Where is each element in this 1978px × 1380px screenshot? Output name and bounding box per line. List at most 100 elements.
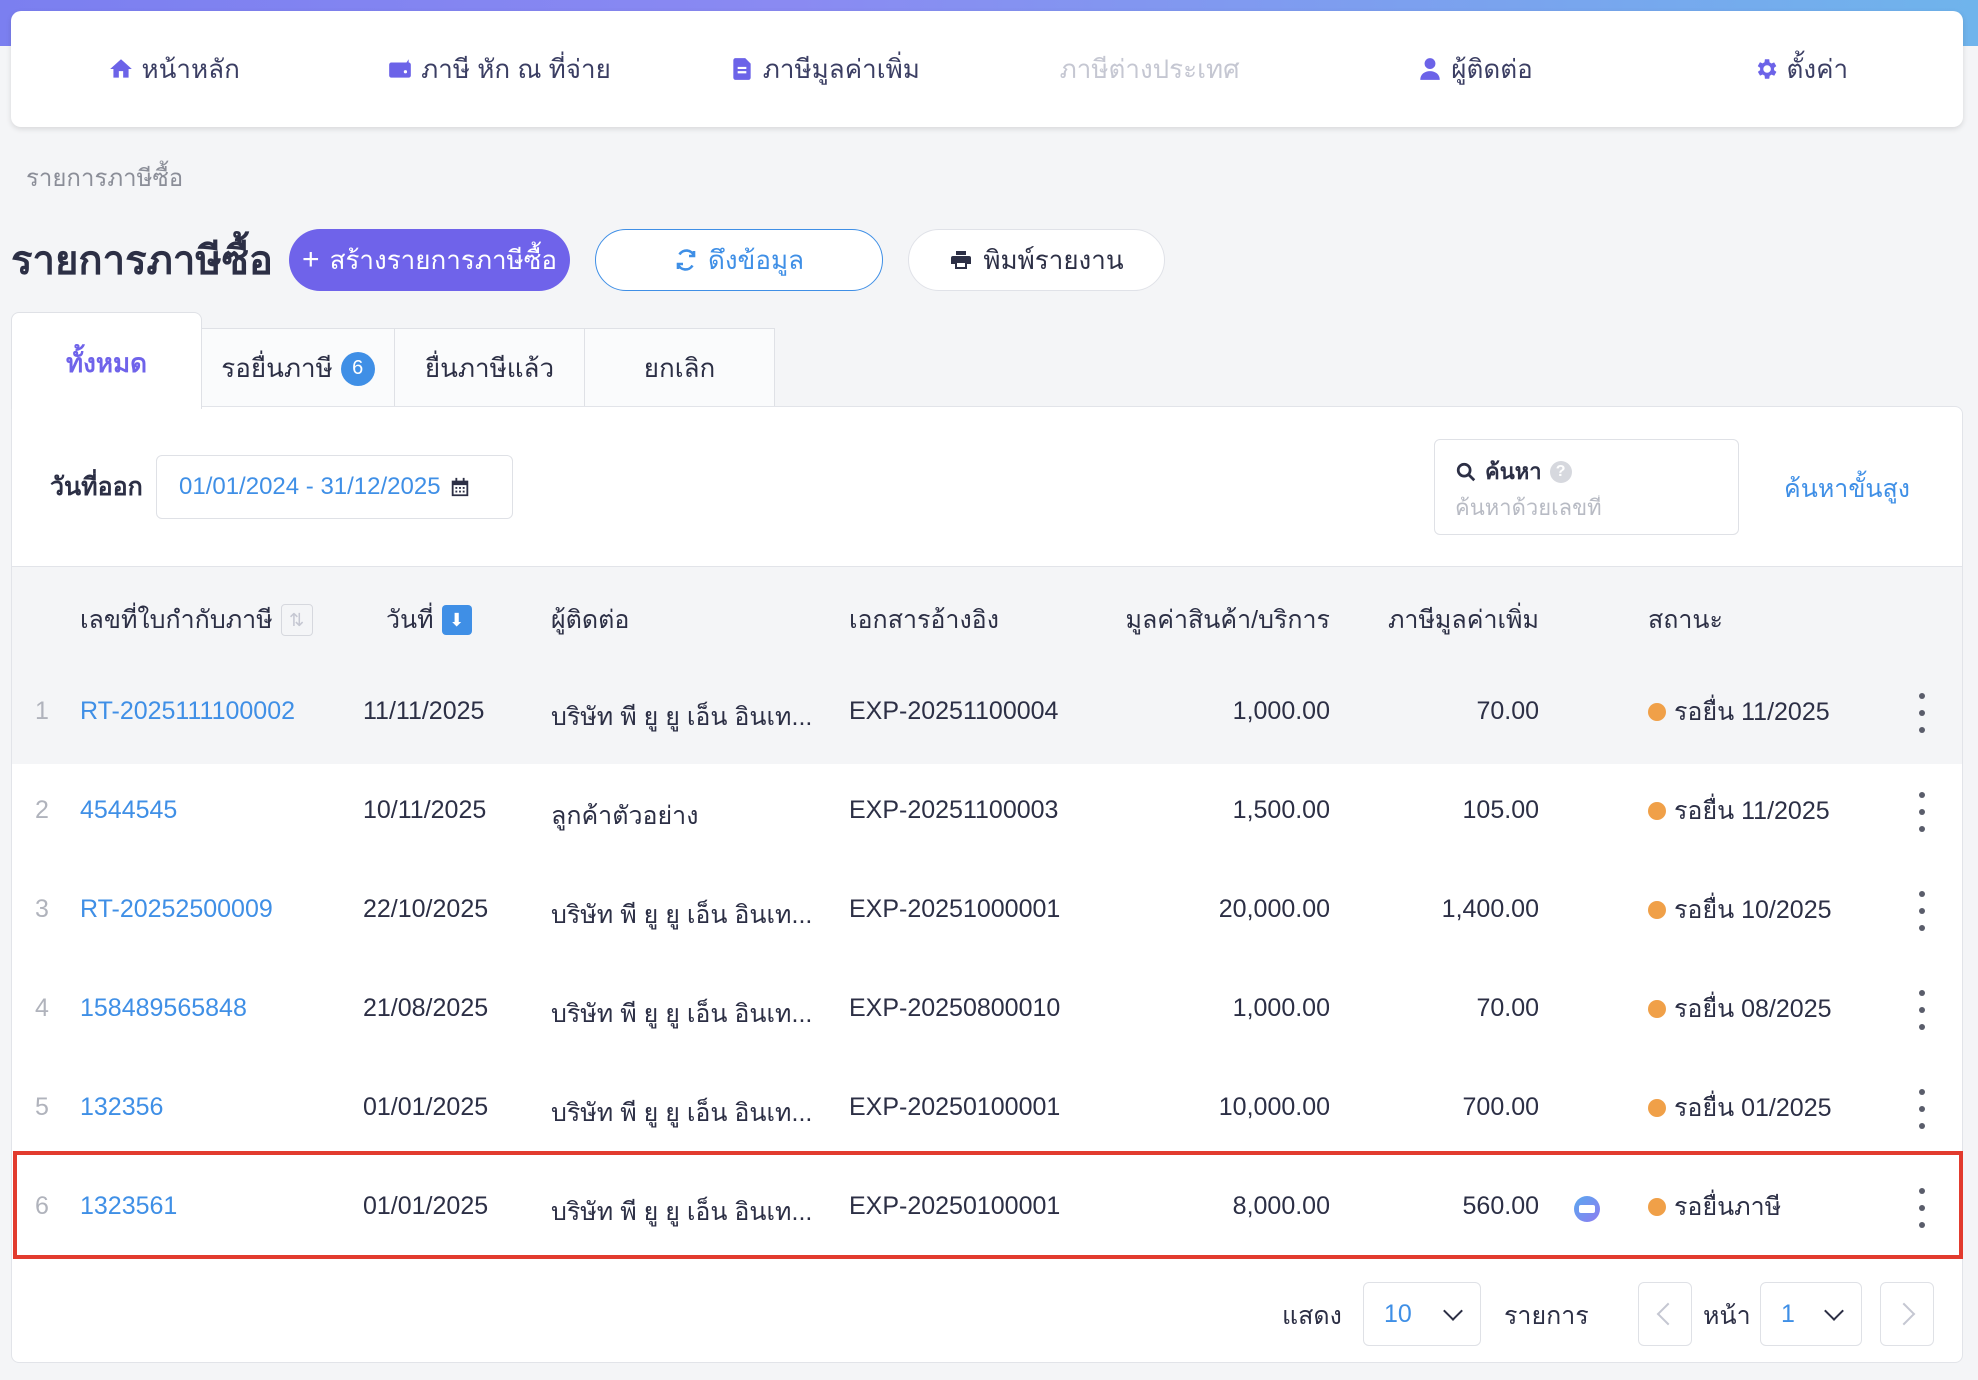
nav-withholding-tax[interactable]: ภาษี หัก ณ ที่จ่าย [336, 49, 661, 90]
sort-icon[interactable]: ⇅ [280, 604, 313, 636]
tab-pending-label: รอยื่นภาษี [221, 353, 333, 383]
chevron-down-icon [1824, 1301, 1844, 1321]
tab-all[interactable]: ทั้งหมด [11, 312, 202, 409]
invoice-link[interactable]: 158489565848 [80, 994, 247, 1022]
invoice-link[interactable]: RT-2025111100002 [80, 697, 296, 725]
nav-foreign-tax[interactable]: ภาษีต่างประเทศ [987, 49, 1312, 90]
issue-date-label: วันที่ออก [50, 473, 143, 501]
next-page-button[interactable] [1880, 1282, 1934, 1346]
row-amount: 1,000.00 [1232, 994, 1330, 1022]
fetch-data-button[interactable]: ดึงข้อมูล [595, 229, 883, 291]
status-dot [1648, 1198, 1666, 1216]
sort-desc-icon[interactable]: ⬇ [441, 605, 472, 635]
table-row[interactable]: 2 4544545 10/11/2025 ลูกค้าตัวอย่าง EXP-… [12, 764, 1962, 863]
help-icon[interactable]: ? [1549, 460, 1572, 483]
nav-vat[interactable]: ภาษีมูลค่าเพิ่ม [662, 49, 987, 90]
col-amount: มูลค่าสินค้า/บริการ [1125, 600, 1330, 640]
invoice-link[interactable]: RT-20252500009 [80, 895, 273, 923]
row-menu-icon[interactable] [1912, 990, 1932, 1030]
row-reference: EXP-20250100001 [849, 1192, 1061, 1220]
col-reference: เอกสารอ้างอิง [849, 600, 999, 640]
tab-cancelled[interactable]: ยกเลิก [584, 328, 775, 408]
tab-cancelled-label: ยกเลิก [643, 353, 716, 383]
nav-settings[interactable]: ตั้งค่า [1638, 49, 1963, 90]
chevron-down-icon [1443, 1301, 1463, 1321]
table-row[interactable]: 1 RT-2025111100002 11/11/2025 บริษัท พี … [12, 665, 1962, 764]
tab-filed[interactable]: ยื่นภาษีแล้ว [394, 328, 585, 408]
row-menu-icon[interactable] [1912, 693, 1932, 733]
wallet-icon [389, 59, 411, 78]
col-status-label: สถานะ [1648, 606, 1723, 634]
col-amount-label: มูลค่าสินค้า/บริการ [1125, 606, 1330, 634]
nav-home-label: หน้าหลัก [141, 53, 240, 84]
status-badge: รอยื่นภาษี [1648, 1187, 1781, 1227]
page-size-select[interactable]: 10 [1363, 1282, 1481, 1346]
nav-home[interactable]: หน้าหลัก [11, 49, 336, 90]
row-contact: บริษัท พี ยู ยู เอ็น อินเท... [551, 1198, 813, 1226]
table-header: เลขที่ใบกำกับภาษี ⇅ วันที่ ⬇ ผู้ติดต่อ เ… [12, 566, 1962, 667]
page-select[interactable]: 1 [1760, 1282, 1862, 1346]
status-dot [1648, 1099, 1666, 1117]
row-number: 4 [35, 994, 49, 1022]
tab-pending[interactable]: รอยื่นภาษี 6 [201, 328, 395, 408]
table-row[interactable]: 5 132356 01/01/2025 บริษัท พี ยู ยู เอ็น… [12, 1061, 1962, 1160]
nav-settings-label: ตั้งค่า [1786, 53, 1849, 84]
row-amount: 20,000.00 [1218, 895, 1330, 923]
row-contact: บริษัท พี ยู ยู เอ็น อินเท... [551, 901, 813, 929]
tab-filed-label: ยื่นภาษีแล้ว [424, 353, 555, 383]
table-row[interactable]: 6 1323561 01/01/2025 บริษัท พี ยู ยู เอ็… [12, 1160, 1962, 1259]
calendar-icon [451, 477, 468, 497]
status-dot [1648, 703, 1666, 721]
print-report-button[interactable]: พิมพ์รายงาน [908, 229, 1165, 291]
create-purchase-tax-button[interactable]: + สร้างรายการภาษีซื้อ [289, 229, 570, 291]
row-date: 21/08/2025 [363, 994, 489, 1022]
row-date: 11/11/2025 [363, 697, 485, 725]
nav-contacts[interactable]: ผู้ติดต่อ [1312, 49, 1637, 90]
invoice-link[interactable]: 1323561 [80, 1192, 178, 1220]
row-contact: บริษัท พี ยู ยู เอ็น อินเท... [551, 703, 813, 731]
status-text: รอยื่นภาษี [1674, 1193, 1782, 1221]
search-label: ค้นหา [1485, 459, 1542, 484]
search-input[interactable] [1455, 495, 1715, 521]
advanced-search-link[interactable]: ค้นหาขั้นสูง [1784, 475, 1910, 503]
row-reference: EXP-20251100003 [849, 796, 1059, 824]
row-amount: 8,000.00 [1232, 1192, 1330, 1220]
status-badge: รอยื่น 11/2025 [1648, 692, 1830, 732]
col-invoice-no-label: เลขที่ใบกำกับภาษี [80, 606, 273, 634]
breadcrumb: รายการภาษีซื้อ [26, 165, 184, 192]
user-icon [1420, 58, 1440, 80]
date-range-value: 01/01/2024 - 31/12/2025 [179, 473, 441, 500]
row-amount: 1,000.00 [1232, 697, 1330, 725]
row-number: 3 [35, 895, 49, 923]
row-menu-icon[interactable] [1912, 1089, 1932, 1129]
row-menu-icon[interactable] [1912, 891, 1932, 931]
row-contact: บริษัท พี ยู ยู เอ็น อินเท... [551, 1000, 813, 1028]
invoice-link[interactable]: 132356 [80, 1093, 164, 1121]
row-date: 01/01/2025 [363, 1093, 489, 1121]
page-size-value: 10 [1384, 1299, 1412, 1328]
table-row[interactable]: 4 158489565848 21/08/2025 บริษัท พี ยู ย… [12, 962, 1962, 1061]
row-number: 5 [35, 1093, 49, 1121]
row-vat: 560.00 [1462, 1192, 1539, 1220]
nav-contacts-label: ผู้ติดต่อ [1451, 53, 1533, 84]
status-badge: รอยื่น 01/2025 [1648, 1088, 1832, 1128]
col-vat: ภาษีมูลค่าเพิ่ม [1388, 600, 1539, 640]
show-label: แสดง [1282, 1302, 1342, 1330]
row-menu-icon[interactable] [1912, 792, 1932, 832]
invoice-link[interactable]: 4544545 [80, 796, 178, 824]
nav-foreign-label: ภาษีต่างประเทศ [1059, 53, 1240, 84]
col-invoice-no[interactable]: เลขที่ใบกำกับภาษี ⇅ [80, 600, 313, 640]
col-date[interactable]: วันที่ ⬇ [386, 600, 472, 640]
items-label: รายการ [1504, 1302, 1589, 1330]
date-range-picker[interactable]: 01/01/2024 - 31/12/2025 [156, 455, 513, 519]
table-row[interactable]: 3 RT-20252500009 22/10/2025 บริษัท พี ยู… [12, 863, 1962, 962]
row-number: 1 [35, 697, 49, 725]
prev-page-button[interactable] [1638, 1282, 1692, 1346]
status-dot [1648, 1000, 1666, 1018]
pending-count-badge: 6 [340, 351, 375, 386]
status-text: รอยื่น 08/2025 [1674, 995, 1832, 1023]
row-menu-icon[interactable] [1912, 1188, 1932, 1228]
status-text: รอยื่น 01/2025 [1674, 1094, 1832, 1122]
row-amount: 1,500.00 [1232, 796, 1330, 824]
status-badge: รอยื่น 11/2025 [1648, 791, 1830, 831]
